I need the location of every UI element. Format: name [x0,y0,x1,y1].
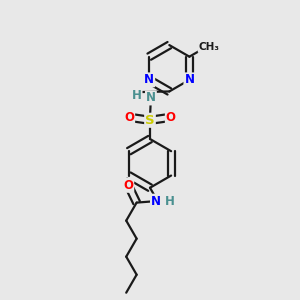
Text: H: H [165,195,175,208]
Text: O: O [166,111,176,124]
Text: O: O [124,111,134,124]
Text: H: H [132,88,142,101]
Text: O: O [123,179,133,192]
Text: N: N [184,74,194,86]
Text: S: S [145,114,155,127]
Text: N: N [151,195,161,208]
Text: N: N [146,92,156,104]
Text: N: N [144,74,154,86]
Text: CH₃: CH₃ [199,42,220,52]
